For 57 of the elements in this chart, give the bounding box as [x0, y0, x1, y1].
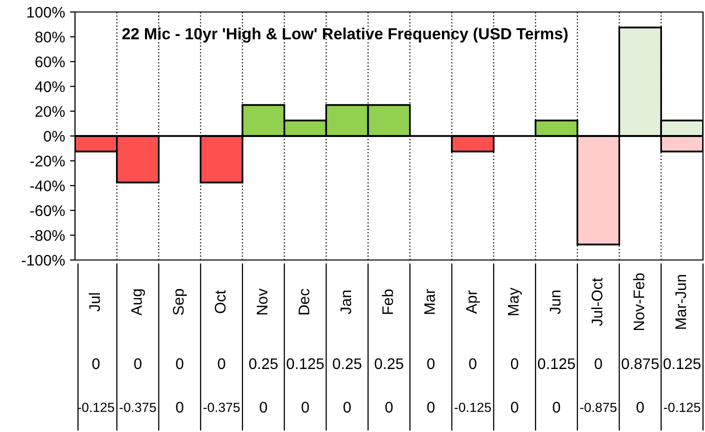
- y-tick-label: -100%: [22, 254, 65, 266]
- y-tick-label: 20%: [35, 106, 65, 117]
- y-tick-label: -60%: [30, 205, 65, 216]
- data-label: 0: [594, 358, 602, 370]
- x-tick-label: Nov: [256, 288, 268, 314]
- x-tick-label: Aug: [131, 289, 145, 316]
- data-label: 0: [302, 402, 309, 413]
- data-label: -0.375: [203, 402, 240, 412]
- y-tick-label: -80%: [30, 230, 65, 241]
- data-label: 0: [134, 358, 142, 370]
- y-tick-label: 60%: [35, 56, 65, 68]
- y-tick-label: 80%: [35, 32, 65, 42]
- data-label: -0.875: [580, 402, 616, 412]
- data-label: 0: [427, 402, 435, 413]
- data-label: 0: [343, 402, 351, 413]
- data-label: 0.25: [249, 358, 278, 370]
- y-tick-label: 0%: [44, 130, 65, 142]
- data-label: 0.125: [538, 358, 575, 370]
- x-tick-label: Jun: [550, 290, 561, 314]
- y-tick-label: 40%: [35, 81, 65, 92]
- y-tick-label: -40%: [30, 180, 65, 192]
- y-tick-label: -20%: [30, 156, 65, 166]
- x-tick-label: Apr: [466, 290, 480, 314]
- data-label: 0: [385, 402, 393, 413]
- y-tick-label: 100%: [27, 6, 65, 18]
- data-label: -0.125: [664, 402, 700, 412]
- x-tick-label: Jul-Oct: [591, 278, 602, 326]
- x-tick-label: Oct: [214, 290, 226, 314]
- data-label: 0: [427, 358, 435, 370]
- x-tick-label: Sep: [172, 289, 187, 315]
- data-label: -0.125: [454, 402, 491, 412]
- data-label: 0: [510, 402, 518, 413]
- data-label: 0.875: [622, 358, 659, 370]
- x-tick-label: Dec: [298, 288, 310, 314]
- x-tick-label: Jan: [340, 290, 352, 314]
- data-label: 0: [469, 358, 476, 370]
- data-label: 0: [176, 402, 184, 413]
- text: 22 Mic - 10yr 'High & Low' Relative Frequency (USD Terms): [122, 28, 568, 43]
- data-label: 0: [552, 402, 560, 413]
- data-label: 0.25: [374, 358, 404, 370]
- data-label: 0: [510, 358, 518, 370]
- data-label: 0.125: [664, 358, 701, 370]
- data-label: 0: [218, 358, 226, 370]
- x-tick-label: May: [508, 288, 522, 316]
- x-tick-label: Jul: [88, 293, 100, 312]
- data-label: 0: [636, 402, 644, 413]
- data-label: -0.375: [120, 402, 156, 412]
- x-tick-label: Mar-Jun: [676, 274, 686, 329]
- data-label: -0.125: [78, 402, 114, 412]
- x-tick-label: Nov-Feb: [633, 273, 644, 330]
- x-tick-label: Feb: [382, 289, 394, 314]
- data-label: 0: [260, 402, 268, 413]
- data-label: 0.25: [332, 358, 362, 370]
- data-label: 0: [176, 358, 184, 370]
- data-label: 0: [92, 358, 100, 370]
- data-label: 0.125: [286, 358, 324, 370]
- x-tick-label: Mar: [424, 289, 435, 314]
